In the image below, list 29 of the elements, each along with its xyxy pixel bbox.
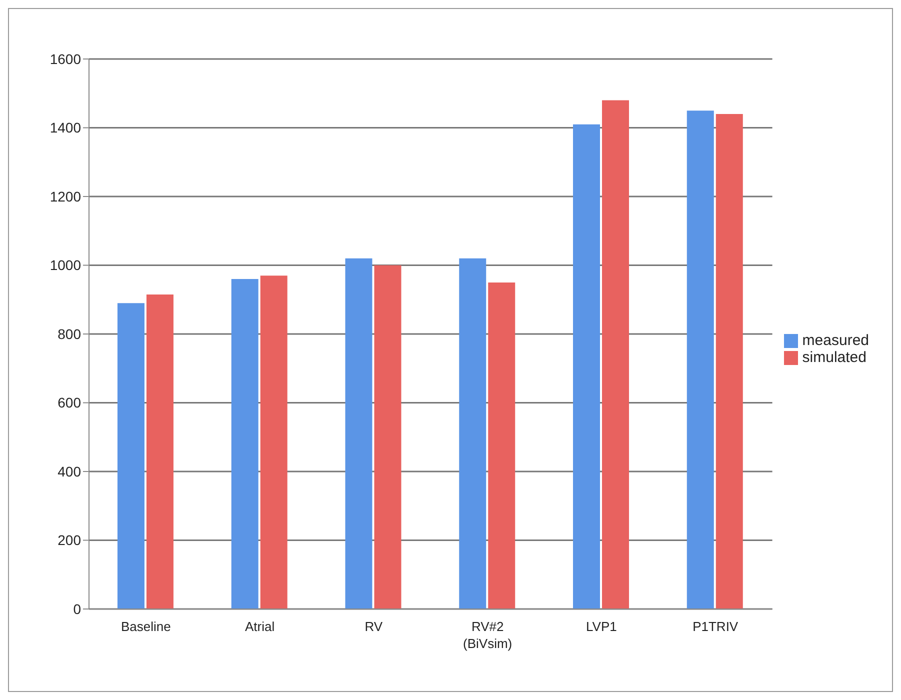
y-tick-label: 200 xyxy=(58,532,82,548)
bar xyxy=(231,279,258,609)
bar xyxy=(716,114,743,609)
bar xyxy=(488,282,516,609)
y-tick-label: 1600 xyxy=(50,50,82,67)
bar xyxy=(260,276,288,609)
bar xyxy=(573,124,600,609)
x-tick-label: LVP1 xyxy=(586,619,617,634)
x-tick-label: P1TRIV xyxy=(692,619,738,634)
bar xyxy=(459,258,486,609)
y-tick-label: 800 xyxy=(58,326,82,342)
y-tick-label: 1200 xyxy=(50,188,82,204)
bar xyxy=(146,294,174,609)
x-tick-label: RV xyxy=(364,619,383,634)
bar xyxy=(374,265,402,609)
bar xyxy=(117,303,144,609)
y-tick-label: 400 xyxy=(58,463,82,480)
x-tick-label: Atrial xyxy=(245,619,275,634)
y-tick-label: 0 xyxy=(73,600,82,617)
legend-label: measured xyxy=(802,332,869,349)
y-tick-label: 1400 xyxy=(50,120,82,136)
y-tick-label: 1000 xyxy=(50,257,82,274)
x-tick-label: RV#2 (BiVsim) xyxy=(463,619,512,651)
y-tick-label: 600 xyxy=(58,394,82,411)
x-tick-label: Baseline xyxy=(121,619,171,634)
bar xyxy=(345,258,372,609)
bar xyxy=(602,100,629,609)
legend-label: simulated xyxy=(802,349,866,366)
bar xyxy=(686,110,714,609)
